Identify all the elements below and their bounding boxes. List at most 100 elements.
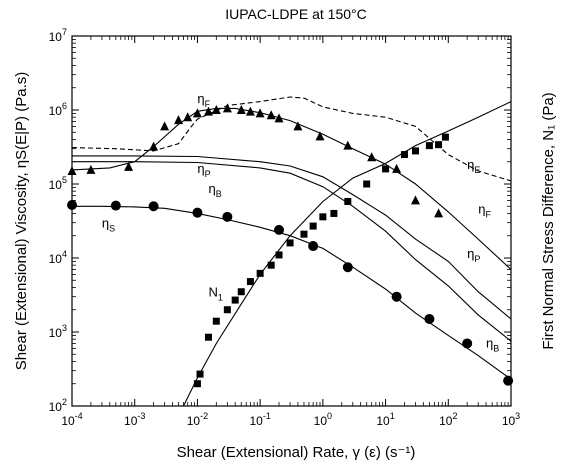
marker-circle	[192, 207, 203, 218]
marker-triangle	[392, 163, 402, 173]
marker-circle	[503, 375, 514, 386]
series-line--s	[72, 205, 512, 380]
curve-label-base: η	[467, 157, 474, 172]
x-tick-label-exp: 2	[452, 411, 457, 421]
y-tick-label: 105	[49, 175, 67, 192]
y-tick-label-base: 10	[49, 104, 63, 118]
marker-circle	[391, 291, 402, 302]
marker-square	[231, 296, 239, 304]
marker-square	[267, 261, 275, 269]
marker-square	[223, 306, 231, 314]
chart-title: IUPAC-LDPE at 150°C	[225, 6, 367, 22]
y-axis-right-title: First Normal Stress Difference, N₁ (Pa)	[540, 92, 557, 349]
marker-triangle	[367, 152, 377, 162]
marker-square	[237, 288, 245, 296]
marker-square	[286, 239, 294, 247]
y-tick-label: 103	[49, 323, 67, 340]
marker-circle	[462, 338, 473, 349]
x-tick-label-base: 10	[314, 414, 328, 428]
x-tick-label-exp: 0	[327, 411, 332, 421]
curve-label-sub: P	[205, 169, 211, 179]
x-axis-title: Shear (Extensional) Rate, γ (ε) (s⁻¹)	[177, 444, 416, 461]
marker-triangle	[411, 195, 420, 205]
x-tick-label-base: 10	[249, 414, 263, 428]
marker-square	[193, 380, 201, 388]
marker-triangle	[149, 141, 159, 151]
marker-triangle	[222, 103, 232, 113]
curve-label: ηF	[478, 201, 491, 219]
marker-circle	[342, 262, 353, 273]
marker-circle	[67, 200, 77, 211]
curve-label-base: η	[102, 215, 109, 230]
curve-label-base: η	[197, 91, 204, 106]
marker-triangle	[86, 164, 96, 174]
y-axis-left-title: Shear (Extensional) Viscosity, ηS(E|P) (…	[13, 72, 30, 370]
series-line--p	[72, 155, 512, 320]
marker-circle	[424, 313, 435, 324]
marker-triangle	[192, 108, 202, 118]
axis-ticks: 10-4 10-3 10-2 10-1 100 101 102 103102103104105…	[49, 27, 521, 428]
marker-square	[435, 141, 443, 149]
curve-label-sub: F	[485, 209, 491, 219]
y-tick-label-exp: 6	[62, 101, 67, 111]
curve-label: ηB	[208, 181, 221, 199]
marker-triangle	[183, 112, 193, 122]
curve-label-sub: F	[205, 99, 211, 109]
marker-square	[196, 370, 204, 378]
curve-label: ηP	[197, 161, 210, 179]
marker-triangle	[434, 208, 444, 218]
marker-triangle	[266, 110, 276, 120]
marker-square	[319, 213, 327, 221]
x-tick-label-exp: -3	[137, 411, 145, 421]
marker-square	[411, 147, 419, 155]
marker-triangle	[293, 121, 303, 131]
y-tick-label: 104	[49, 249, 67, 266]
marker-circle	[222, 211, 233, 222]
y-tick-label-exp: 5	[62, 175, 67, 185]
y-tick-label-exp: 3	[62, 323, 67, 333]
y-tick-label-exp: 2	[62, 397, 67, 407]
plot-frame	[71, 35, 512, 407]
marker-square	[212, 317, 220, 325]
y-tick-label-base: 10	[49, 400, 63, 414]
y-tick-label: 106	[49, 101, 67, 118]
x-tick-label-exp: -4	[75, 411, 83, 421]
series-layer	[67, 96, 514, 407]
marker-square	[330, 209, 338, 217]
x-tick-label: 101	[376, 411, 394, 428]
x-tick-label-base: 10	[61, 414, 75, 428]
curve-label-base: η	[478, 201, 485, 216]
x-tick-label-exp: -2	[200, 411, 208, 421]
x-tick-label: 10-2	[187, 411, 208, 428]
curve-label-sub: E	[474, 165, 480, 175]
series-line-n-	[183, 101, 512, 407]
marker-square	[309, 222, 317, 230]
y-tick-label-base: 10	[49, 30, 63, 44]
marker-circle	[110, 200, 121, 211]
x-tick-label-base: 10	[439, 414, 453, 428]
curve-label-sub: B	[493, 343, 499, 353]
curve-label: N1	[208, 285, 222, 303]
y-tick-label: 102	[49, 397, 67, 414]
x-tick-label: 103	[502, 411, 520, 428]
x-tick-label-base: 10	[376, 414, 390, 428]
curve-label: ηE	[467, 157, 480, 175]
y-tick-label-base: 10	[49, 252, 63, 266]
curve-label: ηP	[467, 246, 480, 264]
curve-label-sub: B	[216, 189, 222, 199]
curve-label-base: η	[467, 246, 474, 261]
x-tick-label-exp: -1	[263, 411, 271, 421]
marker-square	[204, 333, 212, 341]
marker-triangle	[236, 105, 246, 114]
marker-triangle	[315, 131, 325, 141]
marker-triangle	[124, 161, 134, 171]
marker-triangle	[160, 121, 170, 131]
curve-label-base: η	[197, 161, 204, 176]
curve-label: ηB	[486, 335, 499, 353]
marker-triangle	[67, 166, 77, 175]
x-tick-label: 10-1	[249, 411, 270, 428]
x-tick-label: 10-4	[61, 411, 82, 428]
curve-label-base: η	[208, 181, 215, 196]
